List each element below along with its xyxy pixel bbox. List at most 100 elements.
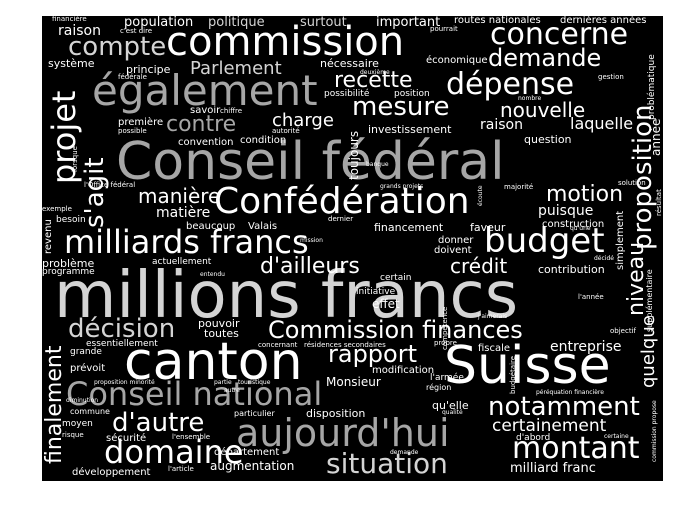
word-revenu: revenu [43, 219, 54, 254]
word-l-office-federal: l'Office fédéral [84, 181, 136, 189]
word-annee: année [649, 118, 663, 156]
word-fiscale: fiscale [478, 343, 511, 354]
word-commune: commune [70, 407, 110, 416]
word-construction: construction [542, 219, 605, 230]
word-actuellement: actuellement [152, 257, 212, 267]
word-diminution: diminution [66, 397, 99, 404]
word-milliard-franc: milliard franc [510, 461, 596, 476]
word-nouvelle: nouvelle [500, 98, 586, 122]
word-millions-francs: millions francs [54, 259, 519, 333]
word-effet: effet [372, 297, 400, 311]
word-certainement: certainement [492, 416, 607, 436]
word-federale: fédérale [118, 73, 147, 81]
word-ecoute: écoute [477, 185, 484, 206]
word-situation: situation [326, 447, 448, 480]
word-budget: budget [484, 221, 605, 261]
word-raison: raison [480, 117, 523, 133]
word-lorsque: lorsque [71, 146, 79, 172]
word-dernieres-annees: dernières années [560, 16, 647, 26]
word-premiere: première [118, 117, 164, 128]
word-commission: commission [166, 19, 405, 65]
word-deuxieme: deuxième [360, 69, 390, 76]
word-valais: Valais [248, 221, 278, 232]
word-concernant: concernant [258, 341, 298, 349]
word-canton: canton [124, 332, 303, 392]
word-suisse: Suisse [444, 336, 611, 396]
word-certaine: certaine [604, 433, 629, 440]
word-population: population [124, 16, 194, 30]
word-grande: grande [70, 347, 102, 357]
word-principe: principe [126, 63, 171, 76]
word-pouvoir: pouvoir [198, 317, 240, 330]
word-besoin: besoin [56, 215, 86, 225]
word-milliards-francs: milliards francs [64, 223, 309, 261]
word-economique: économique [426, 55, 488, 66]
word-decision: décision [68, 314, 176, 344]
word-d-autre: d'autre [112, 408, 205, 438]
word-investissement: investissement [368, 123, 452, 136]
word-augmentation: augmentation [210, 459, 295, 473]
word-developpement: développement [72, 467, 151, 478]
word-possibilite: possibilité [324, 89, 370, 99]
word-puisque: puisque [538, 203, 594, 219]
word-autorite: autorité [272, 127, 300, 135]
word-exemple: exemple [42, 205, 72, 213]
word-l-article: l'article [168, 465, 194, 473]
word-finalement: finalement [42, 345, 67, 464]
word-concerne: concerne [490, 17, 629, 52]
word-residences-secondaires: résidences secondaires [304, 341, 386, 349]
word-faveur: faveur [470, 221, 506, 234]
word-resultat: résultat [655, 189, 663, 216]
word-moyen: moyen [62, 419, 93, 429]
word-mesure: mesure [352, 92, 450, 122]
word-toujours: toujours [347, 130, 361, 180]
word-gestion: gestion [598, 73, 624, 81]
word-systeme: système [48, 57, 95, 70]
word-egalement: également [92, 66, 318, 115]
word-necessaire: nécessaire [320, 57, 379, 70]
word-notamment: notamment [488, 392, 640, 422]
word-simplement: simplement [615, 210, 626, 270]
word-motion: motion [546, 182, 624, 207]
word-demande: demande [488, 44, 602, 72]
word-risque: risque [62, 431, 84, 439]
word-raison-2: raison [58, 23, 101, 39]
word-mission: mission [300, 237, 323, 244]
word-conseil-national: Conseil national [66, 375, 323, 413]
word-touristique: touristique [238, 379, 271, 386]
word-prevoit: prévoit [70, 363, 106, 374]
word-l-ensemble: l'ensemble [172, 433, 211, 441]
word-objectif: objectif [610, 327, 636, 335]
word-l-annee: l'année [578, 293, 604, 301]
word-j-aimerais: j'aimerais [478, 313, 508, 320]
word-c-est-dire: c'est dire [120, 27, 153, 35]
word-perequation-financiere: péréquation financière [536, 389, 604, 396]
word-entreprise: entreprise [550, 339, 622, 355]
word-programme: programme [42, 267, 95, 277]
word-modification: modification [372, 365, 435, 376]
word-contribution: contribution [538, 263, 605, 276]
word-qu-elle: qu'elle [432, 399, 469, 412]
word-laquelle: laquelle [570, 114, 634, 133]
word-cloud: millions francs Conseil fédéral canton S… [42, 16, 663, 481]
word-condition: condition [240, 135, 287, 146]
word-monsieur: Monsieur [326, 375, 381, 389]
word-beaucoup: beaucoup [186, 221, 236, 232]
word-supplementaire: supplémentaire [645, 269, 654, 332]
word-position: position [394, 89, 430, 99]
word-entendu: entendu [200, 271, 225, 278]
word-maniere: manière [138, 184, 221, 208]
word-majorite: majorité [504, 183, 534, 191]
word-conseil-federal: Conseil fédéral [116, 132, 505, 192]
word-rapport: rapport [328, 340, 418, 368]
word-securite: sécurité [106, 433, 147, 444]
word-l-armee: l'armée [430, 373, 464, 383]
word-solution: solution [618, 179, 646, 187]
word-domaine: domaine [104, 433, 244, 471]
word-qualite: qualité [442, 409, 463, 416]
word-financiere: financière [52, 16, 87, 23]
word-problematique: problématique [647, 54, 657, 120]
word-recette: recette [334, 68, 413, 93]
word-matiere: matière [156, 205, 211, 221]
word-certain: certain [380, 273, 412, 283]
